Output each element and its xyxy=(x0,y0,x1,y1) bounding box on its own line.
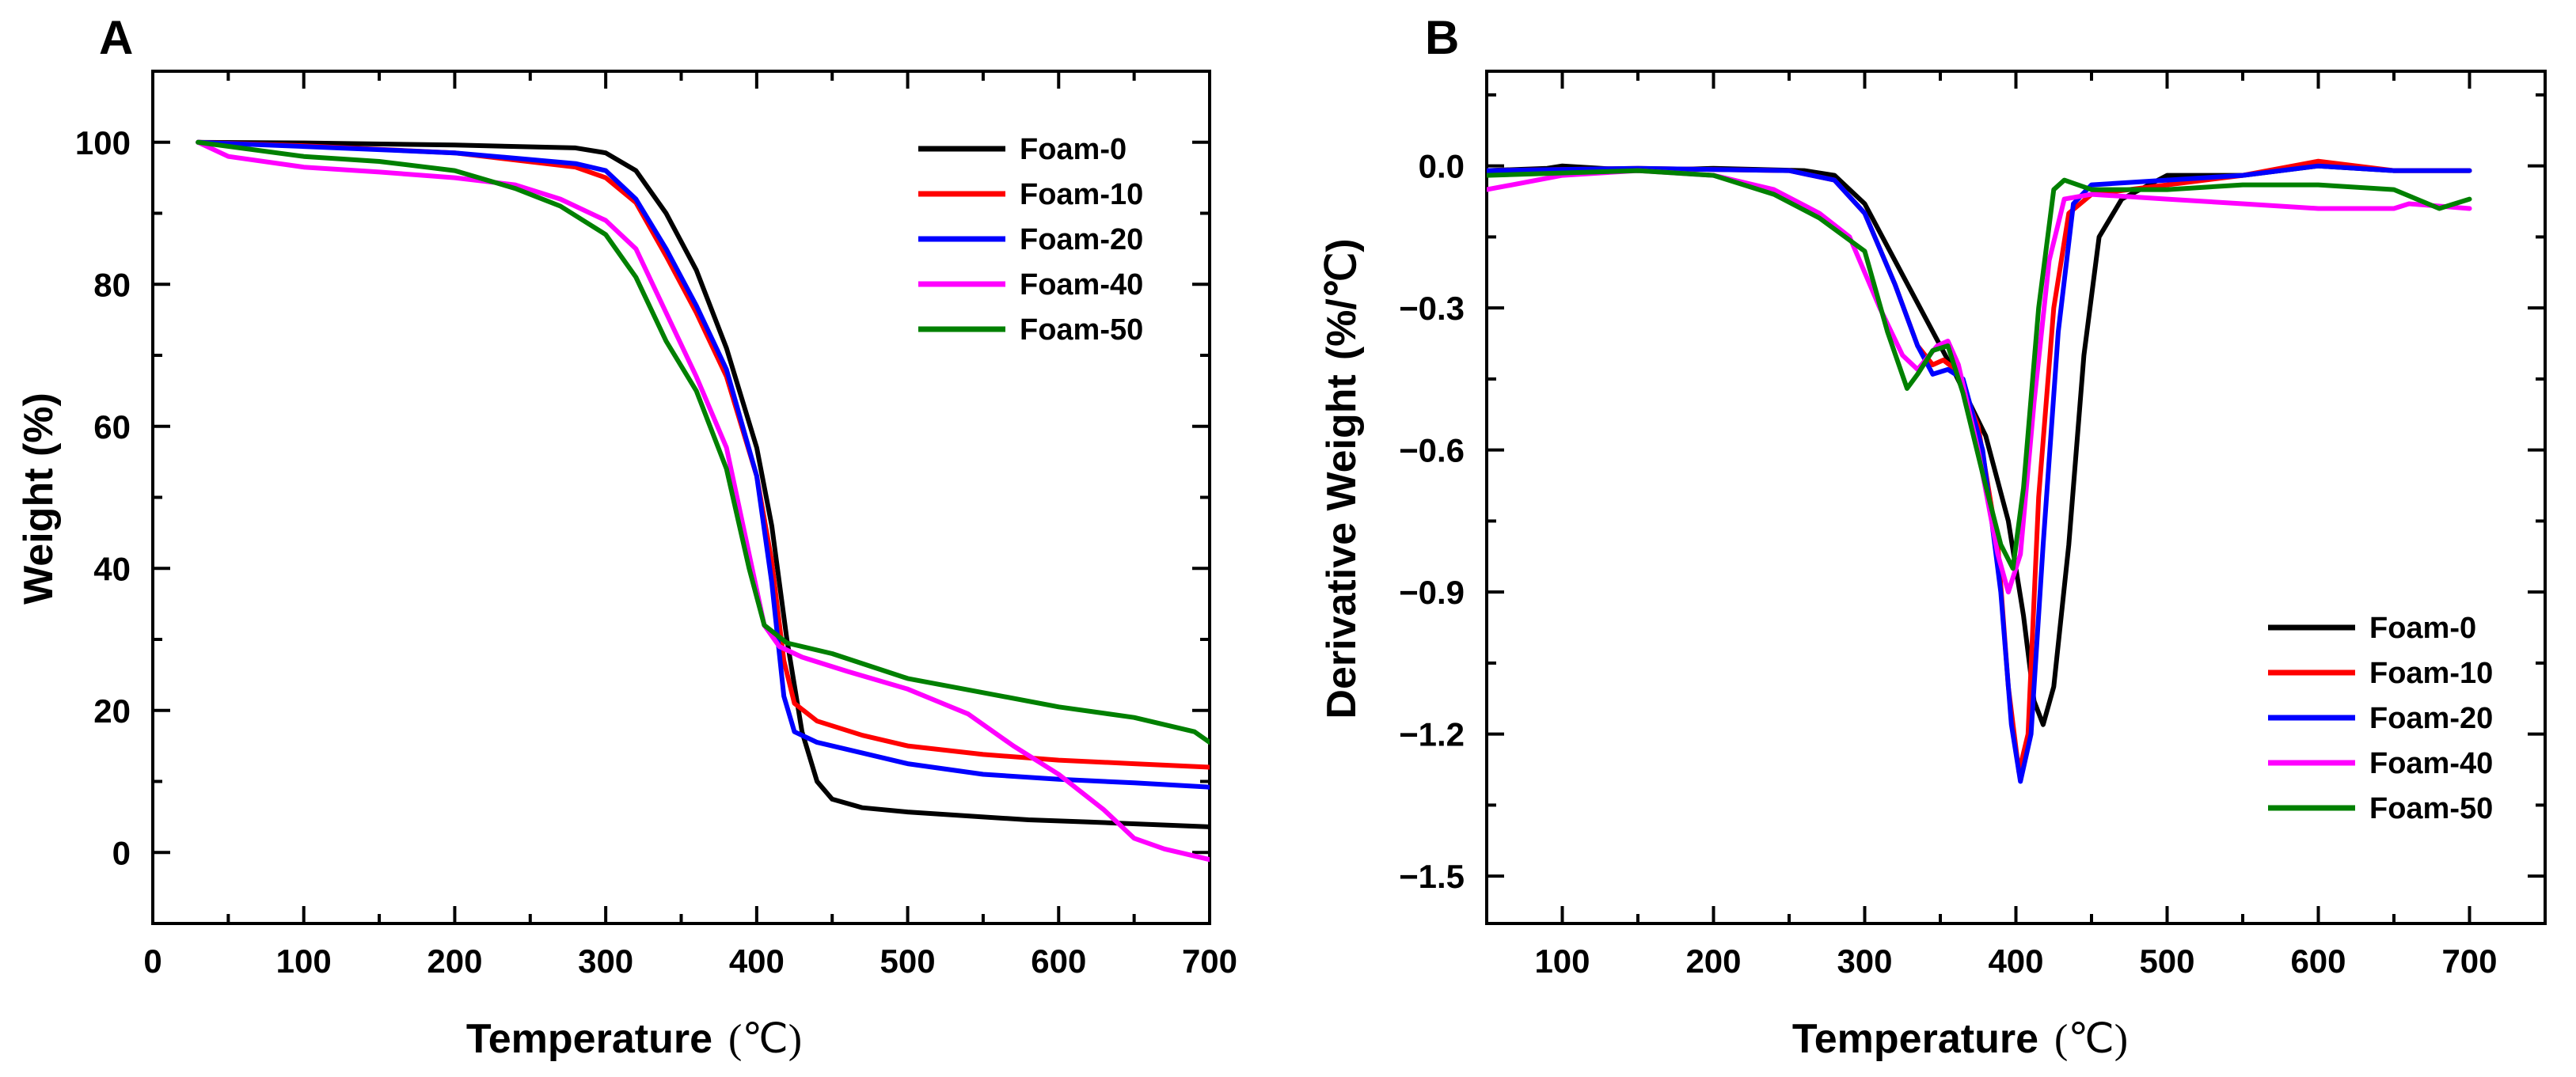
panel-a-legend: Foam-0 Foam-10 Foam-20 Foam-40 Foam-50 xyxy=(918,133,1143,347)
panel-b-x-tick-label: 600 xyxy=(2290,942,2346,980)
panel-a-x-axis-unit: (℃) xyxy=(728,1017,802,1062)
panel-b-y-axis-title: Derivative Weight (%/℃) xyxy=(1319,238,1365,719)
panel-a-y-tick-label: 0 xyxy=(112,834,131,871)
panel-b-x-tick-label: 500 xyxy=(2139,942,2194,980)
panel-a-y-axis-title: Weight (%) xyxy=(16,392,62,605)
panel-a-series-foam-0 xyxy=(196,139,1210,829)
panel-a-x-tick-label: 500 xyxy=(880,942,936,980)
panel-b-x-tick-label: 300 xyxy=(1837,942,1892,980)
panel-b-y-tick-label: −0.3 xyxy=(1399,290,1465,327)
panel-a-y-tick-label: 60 xyxy=(93,408,131,446)
panel-a-legend-label: Foam-20 xyxy=(1020,223,1143,256)
panel-b-chart: B 100 200 300 400 500 600 700 0.0 −0.3 −0.6 −0.9 −1… xyxy=(1319,11,2547,1062)
panel-a-series-foam-40 xyxy=(196,139,1210,863)
panel-b-y-tick-label: −1.2 xyxy=(1399,716,1465,753)
panel-b-legend-label: Foam-10 xyxy=(2369,657,2493,690)
panel-b-x-axis-title: Temperature xyxy=(1792,1016,2038,1062)
panel-b-y-axis-unit: (%/℃) xyxy=(1319,238,1365,360)
panel-b-x-tick-label: 400 xyxy=(1988,942,2043,980)
panel-a-y-tick-label: 40 xyxy=(93,550,131,587)
panel-b-legend-label: Foam-20 xyxy=(2369,702,2493,735)
panel-b-legend-label: Foam-50 xyxy=(2369,792,2493,825)
panel-a-y-tick-label: 20 xyxy=(93,692,131,730)
panel-a-x-tick-label: 700 xyxy=(1182,942,1237,980)
panel-b-y-tick-label: −1.5 xyxy=(1399,858,1465,895)
panel-b-series-foam-20 xyxy=(1487,163,2472,784)
panel-a-legend-label: Foam-40 xyxy=(1020,268,1143,301)
panel-b-plot-area: 100 200 300 400 500 600 700 0.0 −0.3 −0.6 −0.9 −1.2… xyxy=(1399,70,2547,980)
panel-b-y-tick-label: 0.0 xyxy=(1419,148,1465,185)
panel-b-series-foam-50 xyxy=(1487,168,2472,571)
panel-b-x-tick-label: 200 xyxy=(1685,942,1741,980)
panel-b-series-foam-40 xyxy=(1487,168,2472,595)
panel-a-chart: A 0 100 200 300 400 500 600 700 0 20 40 60 80 100 Wei… xyxy=(16,11,1237,1062)
panel-a-x-tick-label: 600 xyxy=(1031,942,1086,980)
panel-a-y-tick-label: 100 xyxy=(75,124,131,161)
panel-b-legend-label: Foam-0 xyxy=(2369,612,2476,645)
panel-a-plot-area: 0 100 200 300 400 500 600 700 0 20 40 60 80 100 xyxy=(75,70,1237,980)
panel-b-label: B xyxy=(1425,11,1459,64)
panel-b-x-tick-label: 100 xyxy=(1534,942,1590,980)
panel-a-y-tick-label: 80 xyxy=(93,266,131,303)
panel-a-x-tick-label: 0 xyxy=(143,942,161,980)
panel-a-legend-label: Foam-10 xyxy=(1020,178,1143,211)
panel-b-x-tick-label: 700 xyxy=(2441,942,2497,980)
panel-a-x-tick-label: 200 xyxy=(427,942,482,980)
panel-b-series-foam-10 xyxy=(1487,158,2472,775)
panel-b-legend: Foam-0 Foam-10 Foam-20 Foam-40 Foam-50 xyxy=(2268,612,2493,825)
panel-b-y-axis-title-text: Derivative Weight xyxy=(1319,374,1365,719)
panel-b-y-tick-label: −0.6 xyxy=(1399,432,1465,469)
panel-a-series-foam-50 xyxy=(196,139,1210,745)
panel-a-x-tick-label: 400 xyxy=(729,942,785,980)
panel-a-x-axis-title: Temperature xyxy=(466,1016,712,1062)
panel-b-y-tick-label: −0.9 xyxy=(1399,574,1465,611)
panel-b-legend-label: Foam-40 xyxy=(2369,747,2493,780)
panel-a-legend-label: Foam-50 xyxy=(1020,313,1143,347)
panel-a-series-foam-20 xyxy=(196,139,1210,790)
panel-b-x-axis-unit: (℃) xyxy=(2054,1017,2128,1062)
panel-a-legend-label: Foam-0 xyxy=(1020,133,1127,166)
panel-a-x-tick-label: 100 xyxy=(276,942,332,980)
panel-a-x-tick-label: 300 xyxy=(578,942,633,980)
panel-a-label: A xyxy=(99,11,133,64)
